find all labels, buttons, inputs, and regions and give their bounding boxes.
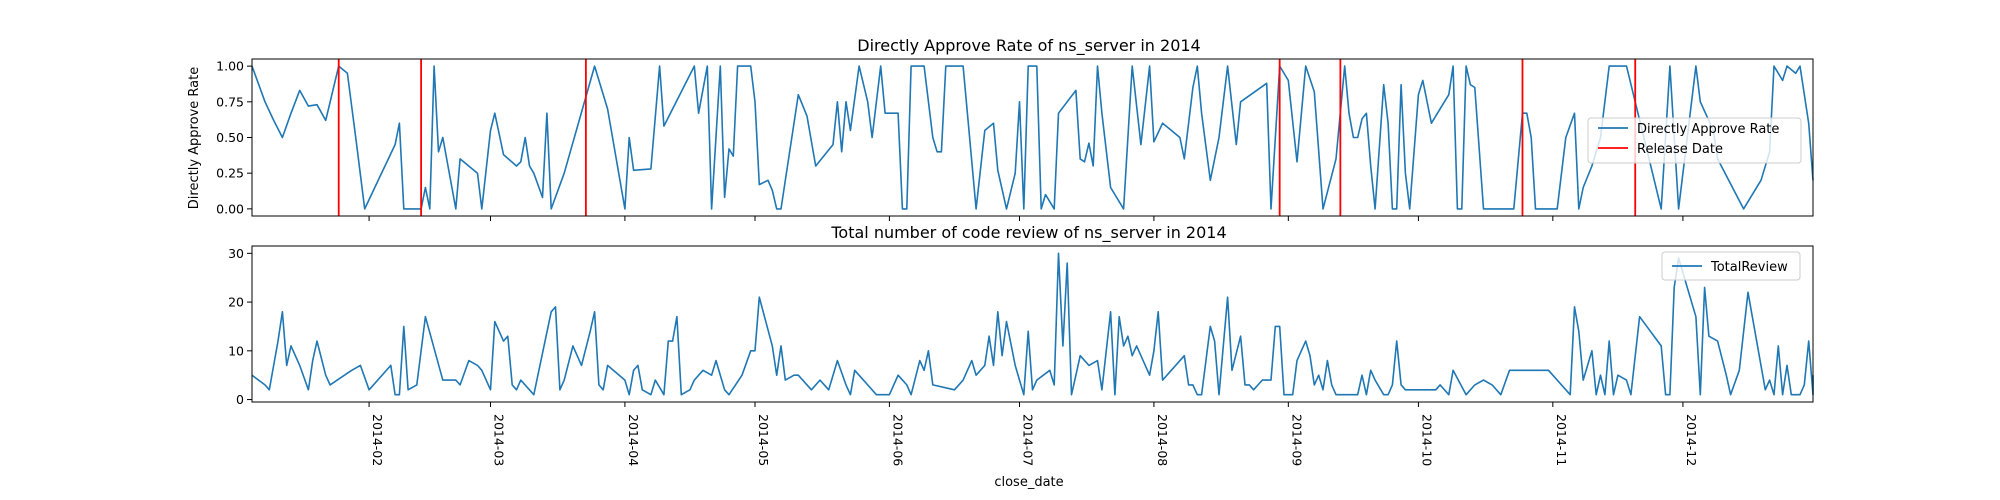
y-tick-label: 1.00 <box>216 59 244 74</box>
approve-rate-panel: Directly Approve Rate of ns_server in 20… <box>187 36 1814 221</box>
total-review-x-axis-ticks: 2014-02 2014-03 2014-04 2014-05 2014-06 2014-… <box>368 402 1699 466</box>
legend-box <box>1661 251 1801 281</box>
legend-label-total-review: TotalReview <box>1710 260 1788 275</box>
approve-rate-plot-area <box>251 58 1814 217</box>
legend-label-release-date: Release Date <box>1637 142 1723 157</box>
y-tick-label: 0.00 <box>216 201 244 216</box>
approve-rate-legend: Directly Approve Rate Release Date <box>1587 117 1802 164</box>
y-tick-label: 30 <box>228 246 244 261</box>
x-tick-label: 2014-08 <box>1155 414 1170 466</box>
approve-rate-x-axis-ticks <box>368 216 1684 221</box>
y-tick-label: 20 <box>228 295 244 310</box>
y-tick-label: 10 <box>228 343 244 358</box>
x-tick-label: 2014-11 <box>1554 414 1569 466</box>
total-review-plot-area <box>251 245 1814 403</box>
approve-rate-y-axis-ticks: 0.00 0.25 0.50 0.75 1.00 <box>216 59 252 216</box>
x-tick-label: 2014-09 <box>1289 414 1304 466</box>
y-tick-label: 0.50 <box>216 130 244 145</box>
x-tick-label: 2014-05 <box>756 414 771 466</box>
totalreview-series-line <box>251 252 1814 396</box>
x-tick-label: 2014-06 <box>890 414 905 466</box>
total-review-y-axis-ticks: 0 10 20 30 <box>228 246 252 407</box>
x-tick-label: 2014-10 <box>1419 414 1434 466</box>
x-tick-label: 2014-04 <box>626 414 641 466</box>
y-tick-label: 0 <box>236 392 244 407</box>
x-tick-label: 2014-02 <box>370 414 385 466</box>
legend-label-approve-rate: Directly Approve Rate <box>1637 122 1779 137</box>
total-review-chart-title: Total number of code review of ns_server… <box>830 223 1226 243</box>
approve-rate-y-axis-label: Directly Approve Rate <box>187 67 202 209</box>
total-review-x-axis-label: close_date <box>994 475 1063 490</box>
y-tick-label: 0.75 <box>216 94 244 109</box>
legend-box <box>1587 117 1802 164</box>
x-tick-label: 2014-12 <box>1684 414 1699 466</box>
x-tick-label: 2014-03 <box>491 414 506 466</box>
x-tick-label: 2014-07 <box>1020 414 1035 466</box>
total-review-legend: TotalReview <box>1661 251 1801 281</box>
approve-rate-chart-title: Directly Approve Rate of ns_server in 20… <box>857 36 1200 56</box>
total-review-panel: Total number of code review of ns_server… <box>228 223 1814 490</box>
y-tick-label: 0.25 <box>216 166 244 181</box>
directly-approve-rate-series-line <box>251 65 1814 210</box>
plot-frame <box>251 245 1814 403</box>
